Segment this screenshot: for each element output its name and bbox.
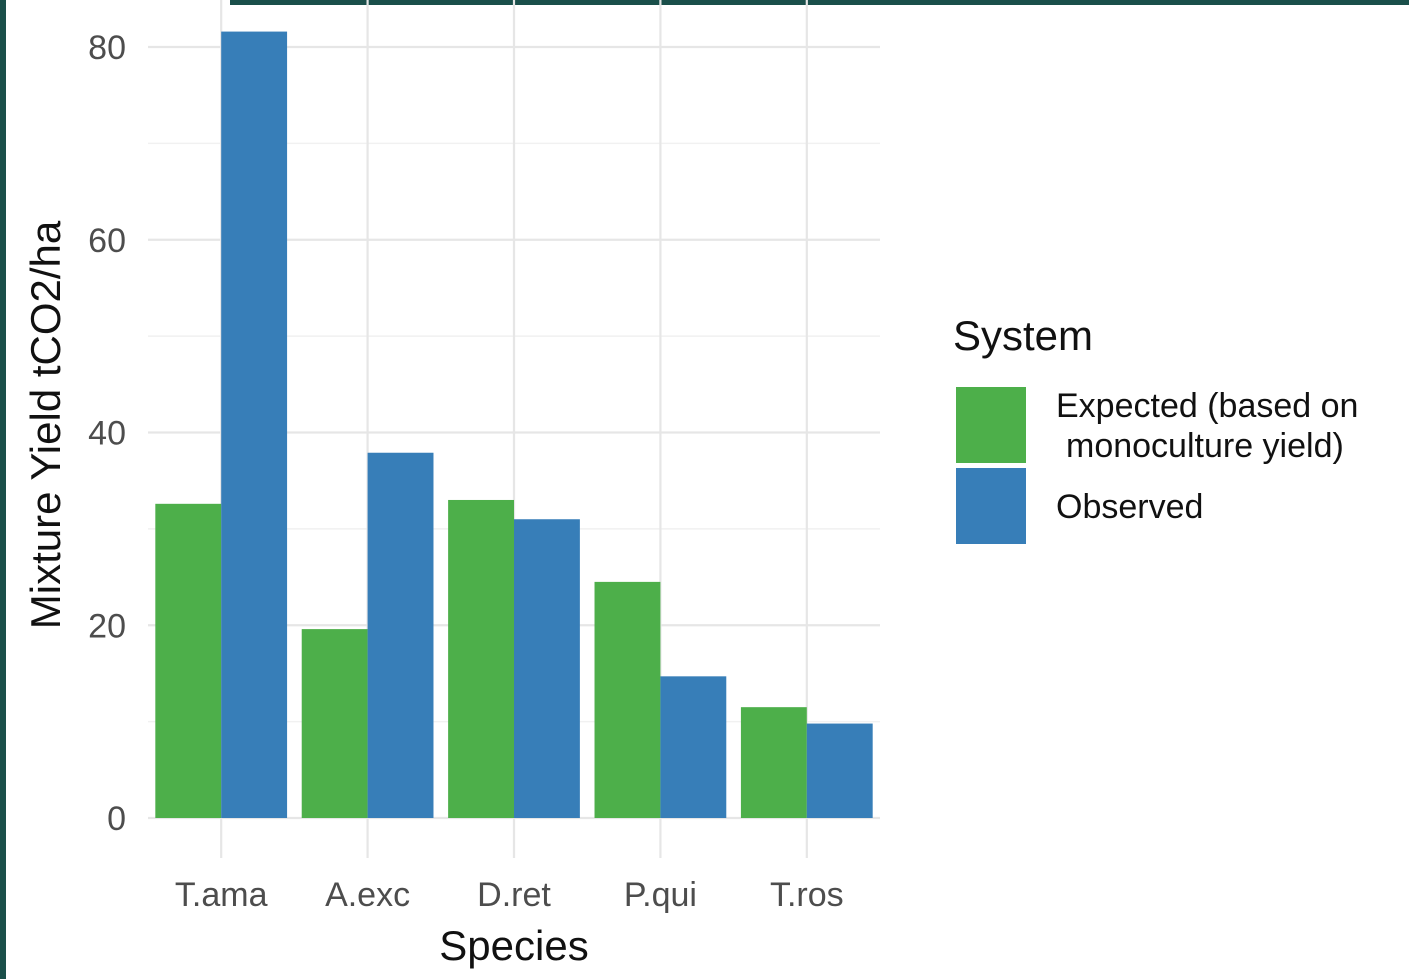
y-tick-label: 80	[88, 29, 126, 67]
y-axis-ticks: 0 20 40 60 80	[88, 29, 126, 838]
bar-observed-a-exc	[367, 452, 434, 818]
legend-key-observed	[956, 468, 1026, 544]
bar-observed-d-ret	[514, 519, 580, 818]
bar-expected-t-ros	[740, 707, 807, 818]
legend-label: Expected (based on	[1056, 387, 1358, 425]
legend-key-expected	[956, 387, 1026, 463]
x-tick-label: T.ama	[175, 876, 268, 914]
plot-area: 0 20 40 60 80 T.ama A.exc D.ret P.qui T.ros	[88, 0, 880, 914]
frame-top-border	[230, 0, 1409, 5]
legend-label: monoculture yield)	[1066, 427, 1344, 465]
x-axis-ticks: T.ama A.exc D.ret P.qui T.ros	[175, 876, 844, 914]
y-axis-title: Mixture Yield tCO2/ha	[22, 220, 69, 629]
bar-expected-t-ama	[155, 503, 222, 818]
y-tick-label: 0	[107, 800, 126, 838]
bar-observed-t-ama	[221, 31, 288, 818]
x-axis-title: Species	[439, 922, 588, 969]
bar-expected-a-exc	[301, 629, 368, 818]
bars	[155, 31, 873, 818]
bar-expected-p-qui	[594, 581, 661, 818]
legend-title: System	[953, 312, 1093, 359]
x-tick-label: A.exc	[325, 876, 410, 914]
bar-observed-t-ros	[806, 723, 873, 818]
y-tick-label: 40	[88, 415, 126, 453]
legend-label: Observed	[1056, 488, 1203, 526]
bar-observed-p-qui	[660, 676, 727, 818]
x-tick-label: D.ret	[477, 876, 551, 914]
frame-left-border	[0, 0, 6, 979]
x-tick-label: T.ros	[770, 876, 844, 914]
y-tick-label: 60	[88, 222, 126, 260]
x-tick-label: P.qui	[624, 876, 697, 914]
y-tick-label: 20	[88, 607, 126, 645]
bar-expected-d-ret	[448, 499, 514, 818]
